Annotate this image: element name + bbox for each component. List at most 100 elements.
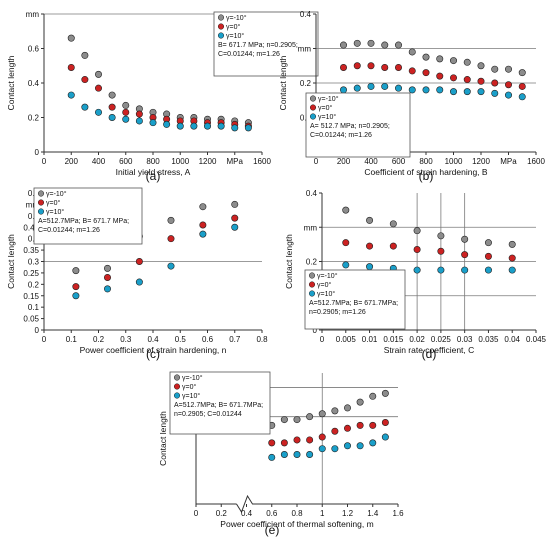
legend-entry-label: γ=10° [46, 208, 64, 216]
legend: γ=-10°γ=0°γ=10° B= 671.7 MPa; n=0.2905; C=… [213, 11, 319, 77]
data-point-series-2 [306, 436, 314, 444]
x-tick-label: 1000 [171, 157, 189, 166]
data-point-series-3 [436, 86, 444, 94]
x-tick-label: 200 [337, 157, 351, 166]
data-point-series-2 [231, 214, 239, 222]
x-tick-label: 0 [42, 335, 47, 344]
data-point-series-2 [422, 69, 430, 77]
data-point-series-2 [484, 252, 492, 260]
panel-2: 0200400600800100012001600MPa00.10.20.4mm… [278, 10, 545, 183]
legend-box [33, 187, 143, 245]
data-point-series-3 [149, 119, 157, 127]
data-point-series-1 [81, 51, 89, 59]
data-point-series-2 [122, 108, 130, 116]
data-point-series-2 [103, 273, 111, 281]
data-point-series-1 [72, 267, 80, 275]
legend-parameter-note: n=0.2905; m=1.26 [309, 309, 366, 316]
data-point-series-3 [176, 122, 184, 130]
data-point-series-1 [369, 392, 377, 400]
data-point-series-2 [508, 254, 516, 262]
y-unit-label: mm [26, 200, 40, 209]
x-tick-label: 600 [392, 157, 406, 166]
x-tick-label: 0.045 [526, 335, 547, 344]
data-point-series-1 [518, 69, 526, 77]
x-tick-label: 0.025 [431, 335, 452, 344]
legend-parameter-note: A=512.7MPa; B= 671.7 MPa; [38, 218, 129, 225]
data-point-series-1 [67, 34, 75, 42]
x-axis-title: Initial yield stress, A [116, 167, 191, 177]
data-point-series-1 [343, 404, 351, 412]
data-point-series-3 [318, 445, 326, 453]
data-point-series-3 [394, 84, 402, 92]
x-tick-label: 0.8 [291, 509, 303, 518]
data-point-series-2 [408, 67, 416, 75]
panel-label: (e) [265, 523, 280, 537]
legend-box [304, 269, 406, 330]
data-point-series-3 [163, 120, 171, 128]
y-tick-label: 0 [35, 148, 40, 157]
data-point-series-3 [67, 91, 75, 99]
x-tick-label: 0.035 [478, 335, 499, 344]
data-point-series-2 [72, 283, 80, 291]
data-point-series-2 [449, 74, 457, 82]
data-point-series-2 [369, 421, 377, 429]
legend-entry-label: γ=-10° [46, 190, 67, 198]
data-point-series-2 [367, 62, 375, 70]
legend: γ=-10°γ=0°γ=10° A=512.7MPa; B= 671.7 MPa;… [33, 187, 143, 245]
x-tick-label: 0.1 [66, 335, 78, 344]
data-point-series-3 [491, 89, 499, 97]
data-point-series-3 [463, 88, 471, 96]
data-point-series-3 [356, 442, 364, 450]
data-point-series-1 [381, 41, 389, 49]
data-point-series-3 [103, 285, 111, 293]
x-tick-label: 0.2 [216, 509, 228, 518]
legend-box [169, 371, 271, 435]
x-axis-title: Power coefficient of strain hardening, n [80, 345, 227, 355]
x-tick-label: 1.4 [367, 509, 379, 518]
data-point-series-1 [389, 220, 397, 228]
data-point-series-1 [449, 57, 457, 65]
data-point-series-3 [244, 124, 252, 132]
data-point-series-1 [231, 200, 239, 208]
data-point-series-1 [199, 203, 207, 211]
x-tick-label: 0.01 [362, 335, 378, 344]
data-point-series-3 [461, 266, 469, 274]
data-point-series-3 [504, 91, 512, 99]
data-point-series-1 [422, 53, 430, 61]
data-point-series-3 [518, 93, 526, 101]
y-tick-label: 0 [35, 326, 40, 335]
x-axis-title: Power coefficient of thermal softening, … [220, 519, 373, 529]
data-point-series-3 [81, 103, 89, 111]
y-tick-label: 0.2 [300, 79, 312, 88]
x-tick-label: 1.2 [342, 509, 354, 518]
panel-label: (d) [422, 347, 437, 361]
legend-entry-label: γ=0° [318, 104, 332, 112]
data-point-series-2 [135, 257, 143, 265]
x-tick-label: 1000 [445, 157, 463, 166]
y-tick-label: 0.6 [28, 45, 40, 54]
axis-break-symbol [236, 494, 257, 514]
data-point-series-3 [381, 433, 389, 441]
legend-entry-label: γ=0° [317, 281, 331, 289]
legend-entry-label: γ=0° [226, 23, 240, 31]
y-tick-label: 0.2 [306, 258, 318, 267]
x-tick-label: 200 [65, 157, 79, 166]
data-point-series-3 [369, 439, 377, 447]
y-axis-title: Contact length [284, 234, 294, 289]
x-tick-label: 0.015 [383, 335, 404, 344]
legend-marker [37, 190, 45, 197]
data-point-series-1 [167, 216, 175, 224]
panel-3: 0 0.1 0.2 0.3 0.4 0.5 0.6 0.7 0.8 0 0.05 0.1 0.15 0.2… [6, 187, 268, 361]
data-point-series-1 [484, 239, 492, 247]
legend-marker [309, 104, 317, 111]
data-point-series-3 [366, 263, 374, 271]
data-point-series-3 [293, 451, 301, 459]
x-tick-label: 0.4 [241, 509, 253, 518]
x-tick-label: 0.04 [504, 335, 520, 344]
x-tick-label: 1200 [472, 157, 490, 166]
y-axis-title: Contact length [6, 234, 16, 289]
legend: γ=-10°γ=0°γ=10° A= 512.7 MPa; n=0.2905; C=… [305, 92, 411, 158]
x-tick-label: 0 [320, 335, 325, 344]
legend-entry-label: γ=10° [317, 290, 335, 298]
data-point-series-2 [381, 63, 389, 71]
